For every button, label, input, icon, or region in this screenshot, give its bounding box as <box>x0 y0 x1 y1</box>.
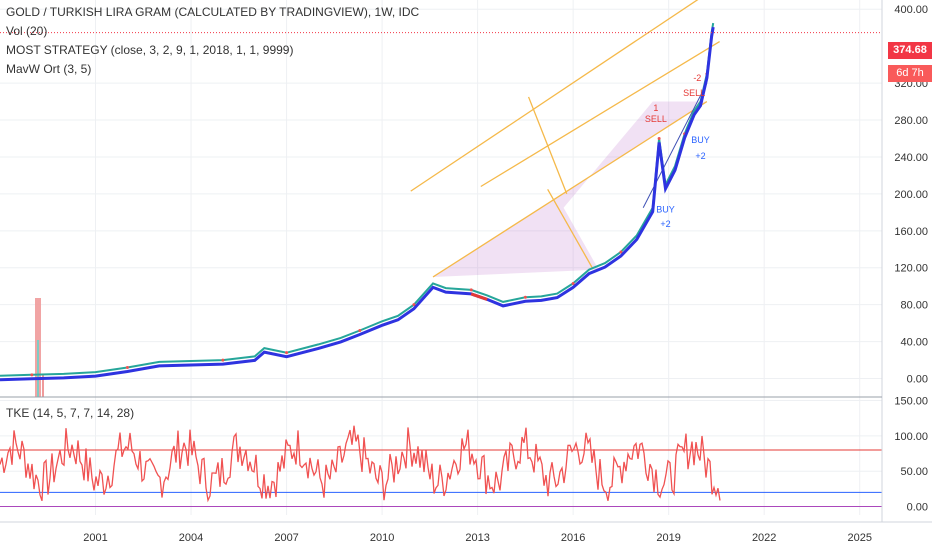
indicator-mavw-legend: MavW Ort (3, 5) <box>6 62 92 76</box>
x-tick-label: 2013 <box>465 532 489 544</box>
y-tick-label: 80.00 <box>900 300 928 312</box>
price-point <box>619 250 623 254</box>
fib-line <box>527 96 568 195</box>
x-tick-label: 2010 <box>370 532 394 544</box>
bar-countdown-tag: 6d 7h <box>888 65 932 82</box>
signal-label: SELL <box>683 88 705 98</box>
tke-series <box>0 425 882 508</box>
indicator-vol-legend: Vol (20) <box>6 24 48 38</box>
price-point <box>285 351 289 355</box>
price-point <box>571 281 575 285</box>
tke-line <box>0 425 721 503</box>
price-point <box>125 365 129 369</box>
chart-title: GOLD / TURKISH LIRA GRAM (CALCULATED BY … <box>6 5 420 19</box>
price-point <box>358 329 362 333</box>
volume-bar <box>37 340 39 397</box>
signal-label: 1 <box>653 103 658 113</box>
x-tick-label: 2025 <box>847 532 871 544</box>
y-tick-label: 240.00 <box>894 152 928 164</box>
fib-line <box>432 101 708 278</box>
x-tick-label: 2016 <box>561 532 585 544</box>
last-price-tag: 374.68 <box>888 42 932 59</box>
price-point <box>30 373 34 377</box>
y-tick-label: 280.00 <box>894 115 928 127</box>
price-point <box>469 288 473 292</box>
signal-label: -2 <box>693 73 701 83</box>
signal-label: +2 <box>660 219 670 229</box>
moving-average-series <box>0 26 715 382</box>
signal-label: BUY <box>691 135 710 145</box>
y-tick-label: 160.00 <box>894 226 928 238</box>
signal-label: BUY <box>656 204 675 214</box>
tke-y-tick-label: 150.00 <box>894 396 928 408</box>
fib-line <box>547 188 593 269</box>
price-point <box>221 358 225 362</box>
x-tick-label: 2007 <box>274 532 298 544</box>
price-point <box>657 136 661 140</box>
tke-y-tick-label: 50.00 <box>900 466 928 478</box>
indicator-most-legend: MOST STRATEGY (close, 3, 2, 9, 1, 2018, … <box>6 43 294 57</box>
price-point <box>412 303 416 307</box>
fib-line <box>410 0 699 192</box>
y-tick-label: 400.00 <box>894 4 928 16</box>
x-tick-label: 2004 <box>179 532 203 544</box>
volume-bars <box>35 298 44 397</box>
tke-y-tick-label: 100.00 <box>894 431 928 443</box>
x-tick-label: 2001 <box>83 532 107 544</box>
price-point <box>523 295 527 299</box>
y-tick-label: 120.00 <box>894 263 928 275</box>
x-tick-label: 2022 <box>752 532 776 544</box>
tke-legend: TKE (14, 5, 7, 7, 14, 28) <box>6 406 135 420</box>
signal-label: SELL <box>645 114 667 124</box>
y-tick-label: 200.00 <box>894 189 928 201</box>
tke-y-tick-label: 0.00 <box>907 502 928 514</box>
fib-drawing <box>410 0 720 278</box>
ma-line-red <box>470 292 488 301</box>
price-series <box>0 22 715 377</box>
y-tick-label: 40.00 <box>900 337 928 349</box>
price-line <box>0 22 715 377</box>
x-tick-label: 2019 <box>656 532 680 544</box>
volume-bar <box>42 375 44 397</box>
fib-line <box>480 40 720 188</box>
y-tick-label: 0.00 <box>907 374 928 386</box>
signal-label: +2 <box>695 151 705 161</box>
